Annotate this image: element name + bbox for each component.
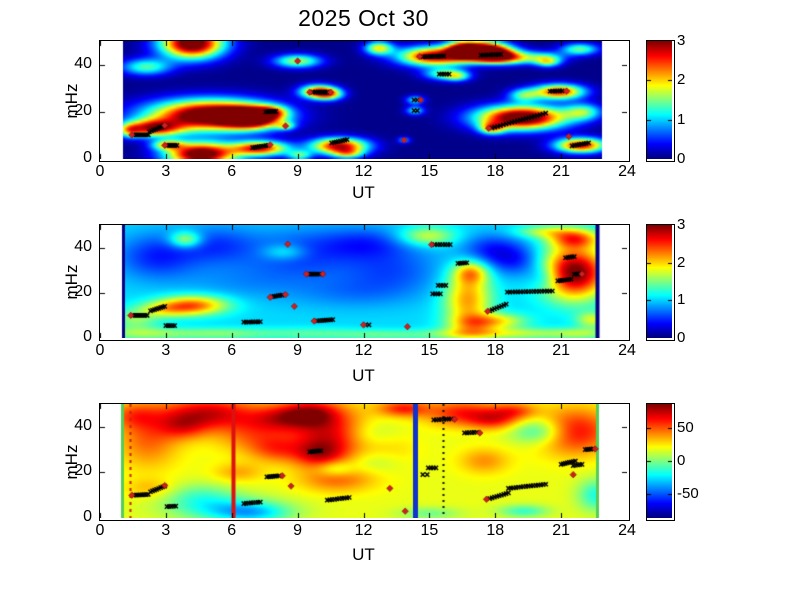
colorbar-1 <box>646 40 675 162</box>
x-tick-label: 18 <box>486 522 505 539</box>
spectrogram-panel-2 <box>99 224 630 341</box>
colorbar-gradient-1 <box>647 41 672 159</box>
x-tick-label: 12 <box>354 342 373 359</box>
x-axis-label-2: UT <box>352 366 375 385</box>
x-tick-label: 9 <box>293 342 303 359</box>
x-tick-label: 6 <box>227 522 237 539</box>
x-tick-label: 9 <box>293 163 303 180</box>
colorbar-tick-label: 1 <box>677 110 686 128</box>
x-tick-label: 21 <box>552 342 571 359</box>
y-tick-label: 40 <box>74 54 92 72</box>
x-tick-label: 21 <box>552 522 571 539</box>
x-tick-label: 12 <box>354 163 373 180</box>
spectrogram-panel-1 <box>99 40 630 162</box>
x-tick-label: 6 <box>227 342 237 359</box>
colorbar-3 <box>646 403 675 521</box>
colorbar-tick-label: 3 <box>677 216 686 233</box>
spectrogram-heatmap-2 <box>100 225 627 338</box>
colorbar-gradient-2 <box>647 225 672 338</box>
x-tick-label: 18 <box>486 342 505 359</box>
x-tick-label: 6 <box>227 163 237 180</box>
colorbar-tick-label: 2 <box>677 71 686 89</box>
x-tick-label: 15 <box>420 163 439 180</box>
y-tick-label: 40 <box>74 237 92 255</box>
x-axis-label-3: UT <box>352 545 375 564</box>
x-tick-label: 3 <box>161 522 171 539</box>
x-axis-label-1: UT <box>352 183 375 202</box>
y-tick-label: 0 <box>83 149 92 166</box>
colorbar-2 <box>646 224 675 341</box>
x-tick-label: 21 <box>552 163 571 180</box>
y-tick-label: 20 <box>74 282 92 300</box>
x-tick-label: 15 <box>420 522 439 539</box>
spectrogram-heatmap-1 <box>100 41 627 159</box>
y-tick-label: 20 <box>74 101 92 119</box>
colorbar-tick-label: 0 <box>677 150 686 167</box>
y-tick-label: 40 <box>74 416 92 434</box>
y-tick-label: 20 <box>74 462 92 480</box>
x-tick-label: 24 <box>618 163 636 180</box>
colorbar-tick-label: 3 <box>677 32 686 49</box>
x-tick-label: 0 <box>95 522 105 539</box>
colorbar-tick-label: 0 <box>677 452 686 469</box>
x-tick-label: 0 <box>95 163 105 180</box>
x-tick-label: 3 <box>161 163 171 180</box>
y-tick-label: 0 <box>83 508 92 525</box>
colorbar-tick-label: 1 <box>677 291 686 309</box>
y-tick-label: 0 <box>83 328 92 345</box>
spectrogram-heatmap-3 <box>100 404 627 518</box>
colorbar-gradient-3 <box>647 404 672 518</box>
colorbar-tick-label: 2 <box>677 253 686 271</box>
colorbar-tick-label: 50 <box>677 418 694 436</box>
colorbar-tick-label: 0 <box>677 329 686 346</box>
spectrogram-panel-3 <box>99 403 630 521</box>
x-tick-label: 15 <box>420 342 439 359</box>
colorbar-tick-label: -50 <box>677 485 699 503</box>
figure-title: 2025 Oct 30 <box>298 5 429 31</box>
x-tick-label: 18 <box>486 163 505 180</box>
x-tick-label: 9 <box>293 522 303 539</box>
x-tick-label: 12 <box>354 522 373 539</box>
x-tick-label: 0 <box>95 342 105 359</box>
x-tick-label: 3 <box>161 342 171 359</box>
x-tick-label: 24 <box>618 342 636 359</box>
x-tick-label: 24 <box>618 522 636 539</box>
